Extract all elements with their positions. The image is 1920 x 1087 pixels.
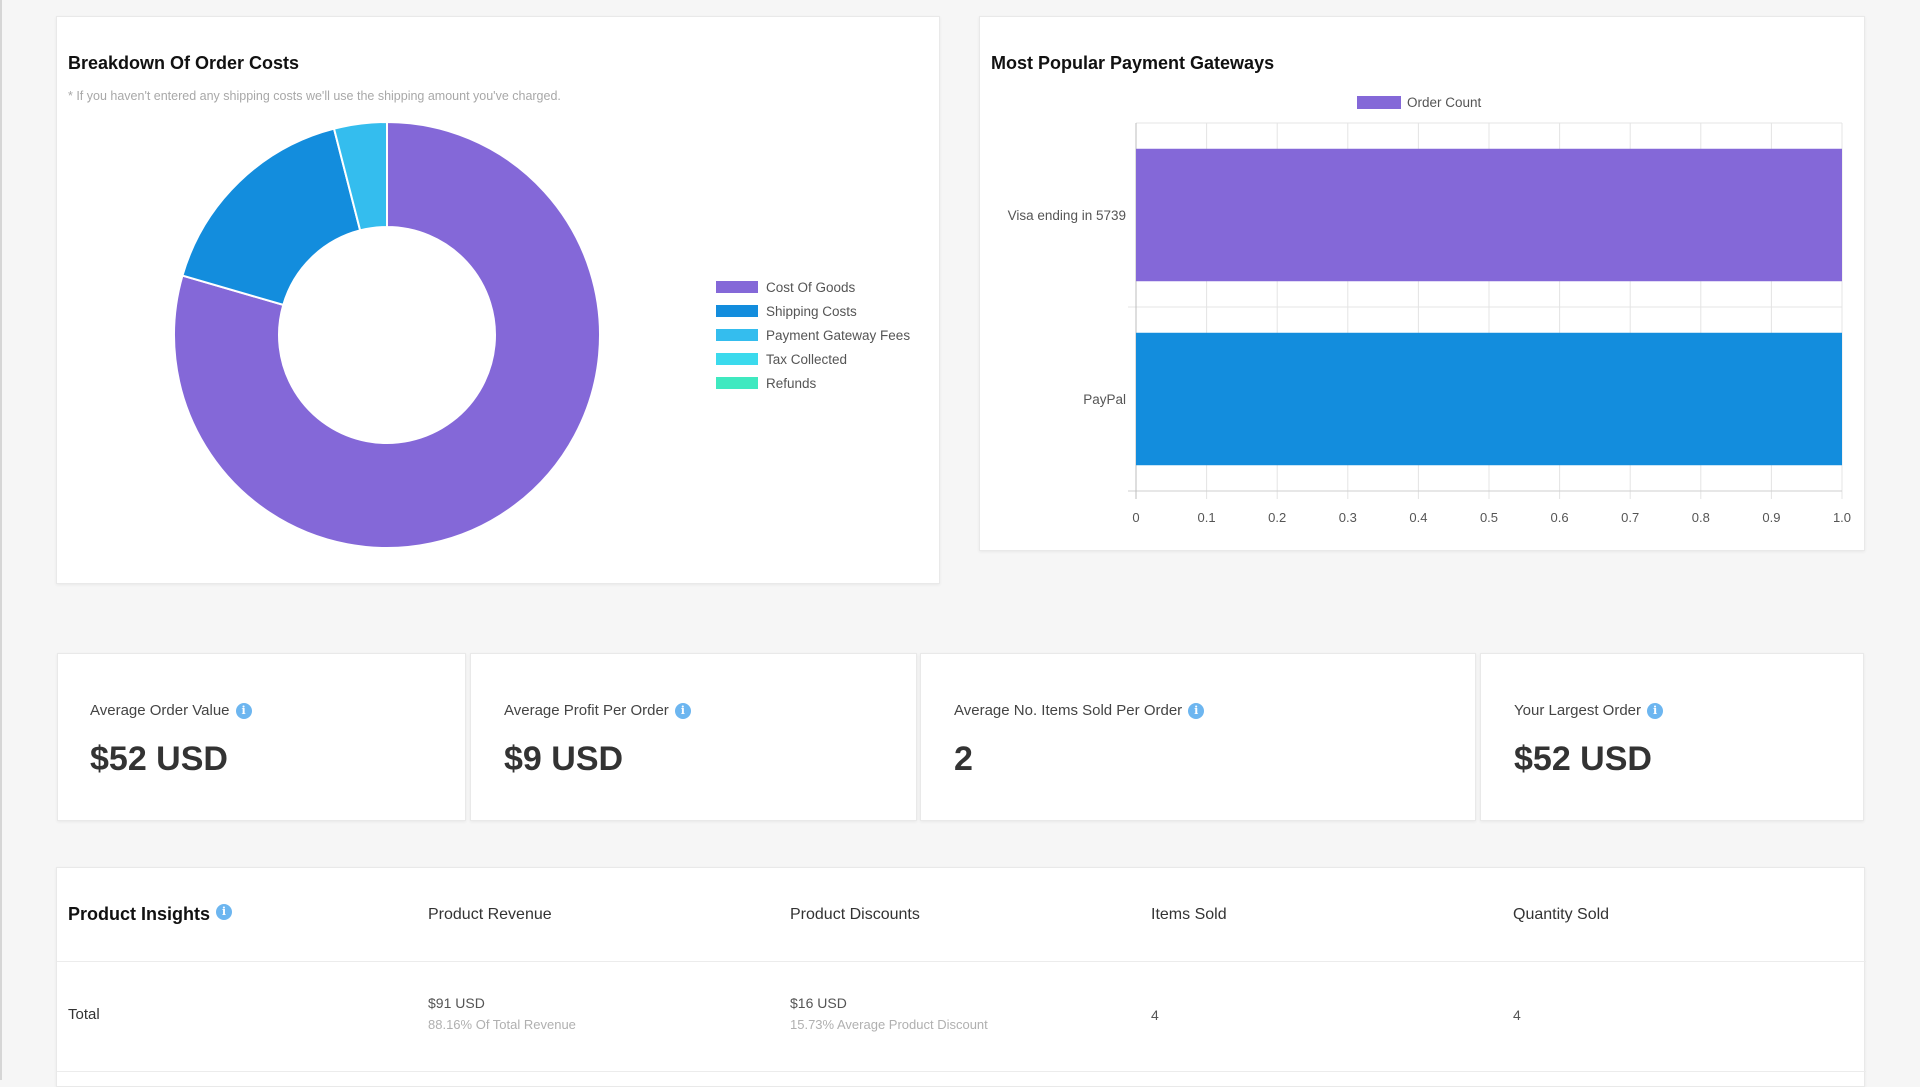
bar-legend-order-count[interactable]: Order Count (1357, 95, 1481, 110)
cell-sub-value: 15.73% Average Product Discount (790, 1017, 988, 1032)
legend-swatch (1357, 96, 1401, 109)
legend-swatch (716, 377, 758, 389)
legend-item-cost-of-goods[interactable]: Cost Of Goods (716, 275, 910, 299)
stat-card-average-profit-per-order: Average Profit Per Order i $9 USD (470, 653, 917, 821)
stat-label: Average Order Value (90, 702, 230, 719)
order-costs-legend: Cost Of Goods Shipping Costs Payment Gat… (716, 275, 910, 395)
stat-value: $52 USD (90, 740, 228, 778)
cell-items-sold: 4 (1151, 1007, 1159, 1023)
product-insights-title: Product Insights i (68, 904, 233, 925)
x-tick-label: 0.7 (1621, 510, 1639, 525)
table-divider (57, 1071, 1866, 1072)
product-insights-title-text: Product Insights (68, 904, 211, 924)
cell-product-discounts: $16 USD 15.73% Average Product Discount (790, 995, 988, 1032)
column-header-product-revenue[interactable]: Product Revenue (428, 906, 552, 923)
legend-item-refunds[interactable]: Refunds (716, 371, 910, 395)
stat-label-wrap: Your Largest Order i (1514, 702, 1664, 720)
order-costs-note: * If you haven't entered any shipping co… (68, 89, 561, 103)
cell-quantity-sold: 4 (1513, 1007, 1521, 1023)
cell-main-value: $91 USD (428, 995, 485, 1011)
stat-card-largest-order: Your Largest Order i $52 USD (1480, 653, 1864, 821)
payment-gateways-bar-chart: Visa ending in 5739 PayPal 0 0.1 0.2 0.3 0.4 0.… (1008, 122, 1851, 525)
cell-product-revenue: $91 USD 88.16% Of Total Revenue (428, 995, 576, 1032)
info-icon[interactable]: i (1188, 703, 1205, 720)
legend-label: Cost Of Goods (766, 279, 856, 295)
column-header-product-discounts[interactable]: Product Discounts (790, 906, 920, 923)
x-tick-label: 0.3 (1339, 510, 1357, 525)
legend-item-payment-gateway-fees[interactable]: Payment Gateway Fees (716, 323, 910, 347)
table-divider (57, 961, 1866, 962)
x-tick-label: 0.2 (1268, 510, 1286, 525)
stat-label: Average Profit Per Order (504, 702, 669, 719)
order-costs-donut-chart (173, 120, 601, 549)
legend-swatch (716, 329, 758, 341)
y-tick-label: PayPal (1083, 392, 1126, 407)
x-tick-label: 0.6 (1551, 510, 1569, 525)
stat-label-wrap: Average Profit Per Order i (504, 702, 691, 720)
column-header-quantity-sold[interactable]: Quantity Sold (1513, 906, 1610, 923)
x-tick-label: 0.9 (1762, 510, 1780, 525)
row-label: Total (68, 1006, 100, 1023)
donut-slice-cost-of-goods[interactable] (173, 120, 601, 549)
x-tick-label: 0.5 (1480, 510, 1498, 525)
legend-swatch (716, 281, 758, 293)
stat-card-average-order-value: Average Order Value i $52 USD (57, 653, 466, 821)
x-tick-label: 0.4 (1409, 510, 1427, 525)
x-tick-label: 1.0 (1833, 510, 1851, 525)
stat-label-wrap: Average Order Value i (90, 702, 252, 720)
legend-item-tax-collected[interactable]: Tax Collected (716, 347, 910, 371)
payment-gateways-title: Most Popular Payment Gateways (991, 53, 1275, 73)
bar-paypal[interactable] (1136, 332, 1842, 466)
info-icon[interactable]: i (1647, 703, 1664, 720)
column-header-items-sold[interactable]: Items Sold (1151, 906, 1227, 923)
order-costs-title: Breakdown Of Order Costs (68, 53, 300, 73)
y-tick-label: Visa ending in 5739 (1008, 208, 1126, 223)
legend-label: Order Count (1407, 95, 1482, 110)
info-icon[interactable]: i (674, 703, 691, 720)
stat-label: Your Largest Order (1514, 702, 1642, 719)
stat-value: 2 (954, 740, 973, 778)
legend-swatch (716, 305, 758, 317)
legend-label: Tax Collected (766, 351, 848, 367)
donut-slice-payment-gateway-fees[interactable] (332, 120, 388, 232)
stat-label: Average No. Items Sold Per Order (954, 702, 1183, 719)
payment-gateways-card: Most Popular Payment Gateways Order Coun… (979, 16, 1865, 551)
info-icon[interactable]: i (216, 904, 233, 920)
stat-card-average-items-per-order: Average No. Items Sold Per Order i 2 (920, 653, 1476, 821)
x-tick-label: 0 (1132, 510, 1139, 525)
window-edge (0, 0, 2, 1080)
stat-label-wrap: Average No. Items Sold Per Order i (954, 702, 1205, 720)
legend-swatch (716, 353, 758, 365)
stat-value: $9 USD (504, 740, 624, 778)
info-icon[interactable]: i (235, 703, 252, 720)
legend-item-shipping-costs[interactable]: Shipping Costs (716, 299, 910, 323)
x-tick-label: 0.8 (1692, 510, 1710, 525)
order-costs-card: Breakdown Of Order Costs * If you haven'… (56, 16, 940, 584)
x-tick-label: 0.1 (1198, 510, 1216, 525)
cell-sub-value: 88.16% Of Total Revenue (428, 1017, 576, 1032)
legend-label: Shipping Costs (766, 303, 857, 319)
legend-label: Refunds (766, 375, 817, 391)
stat-value: $52 USD (1514, 740, 1652, 778)
legend-label: Payment Gateway Fees (766, 327, 911, 343)
cell-main-value: $16 USD (790, 995, 847, 1011)
bar-visa-ending-in-5739[interactable] (1136, 148, 1842, 282)
donut-slice-shipping-costs[interactable] (181, 127, 362, 307)
product-insights-card: Product Insights i Product Revenue Produc… (56, 867, 1866, 1087)
